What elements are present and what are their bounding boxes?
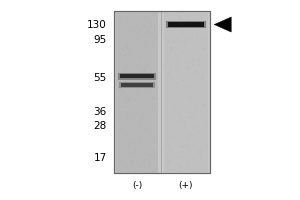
Bar: [166, 21, 206, 28]
Polygon shape: [214, 17, 231, 32]
Text: 17: 17: [94, 153, 107, 163]
Text: 95: 95: [94, 35, 107, 45]
Text: 28: 28: [94, 121, 107, 131]
Bar: [114, 11, 210, 173]
Bar: [118, 73, 156, 80]
Text: (+): (+): [178, 181, 193, 190]
Bar: [121, 83, 153, 87]
Bar: [116, 11, 158, 173]
Text: 55: 55: [94, 73, 107, 83]
Bar: [114, 11, 210, 173]
Bar: [119, 82, 155, 88]
Bar: [164, 11, 208, 173]
Bar: [120, 74, 154, 78]
Text: 130: 130: [87, 20, 107, 30]
Text: (-): (-): [132, 181, 142, 190]
Bar: [168, 22, 204, 27]
Text: 36: 36: [94, 107, 107, 117]
